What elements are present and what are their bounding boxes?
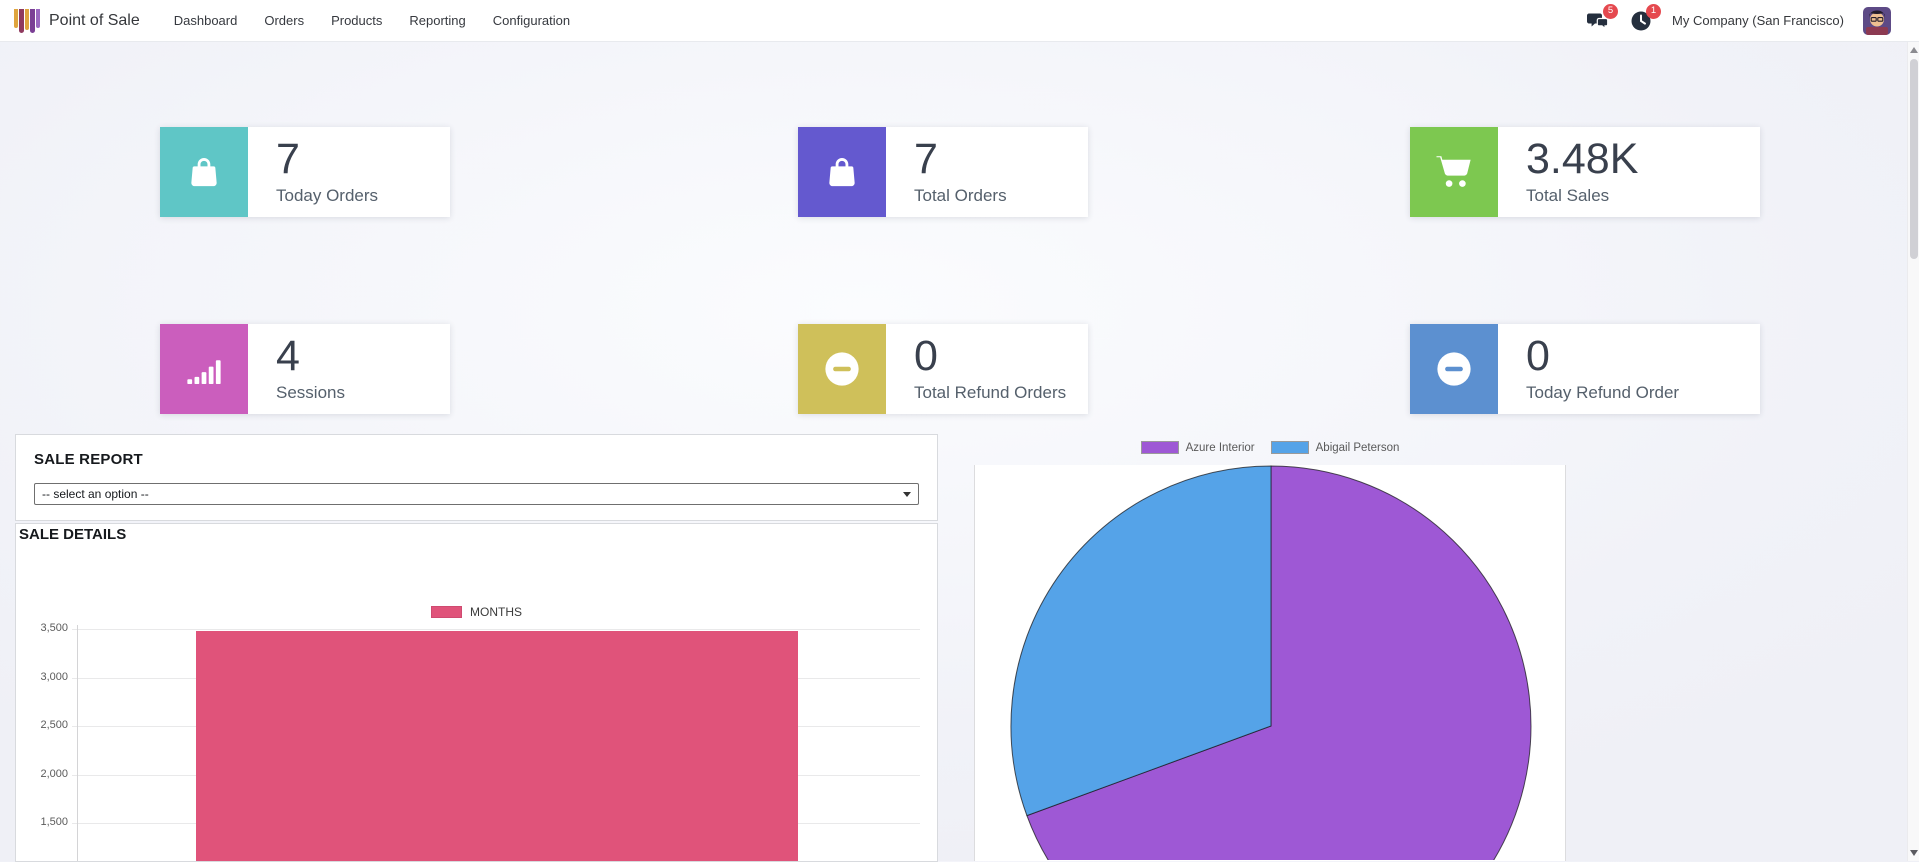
y-axis-tick-label: 1,500: [40, 816, 68, 828]
abigail-peterson-legend-label: Abigail Peterson: [1315, 441, 1400, 454]
minus-circle-icon: [798, 324, 886, 414]
shopping-cart-icon: [1410, 127, 1498, 217]
sale-report-title: SALE REPORT: [34, 451, 143, 468]
pos-app-logo-icon: [14, 7, 41, 34]
pie-chart-panel: [974, 465, 1566, 861]
app-name: Point of Sale: [49, 11, 140, 29]
today-orders-value: 7: [276, 135, 300, 183]
sales-bar[interactable]: [196, 630, 798, 861]
today-refund-order-label: Today Refund Order: [1526, 383, 1680, 402]
user-avatar[interactable]: [1863, 6, 1891, 35]
today-refund-order-value: 0: [1526, 332, 1550, 380]
activities-count-badge: 1: [1646, 3, 1662, 19]
sessions-value: 4: [276, 332, 300, 380]
scrollbar-down-arrow-icon[interactable]: [1910, 850, 1918, 856]
azure-interior-legend-label: Azure Interior: [1185, 441, 1255, 454]
y-axis-tick-label: 2,000: [40, 767, 68, 780]
scrollbar-thumb[interactable]: [1909, 59, 1918, 259]
top-navbar: Point of Sale Dashboard Orders Products …: [0, 0, 1919, 42]
total-refund-orders-label: Total Refund Orders: [914, 383, 1067, 402]
pie-slice[interactable]: [1010, 465, 1272, 817]
messages-count-badge: 5: [1603, 3, 1619, 19]
menu-item-reporting[interactable]: Reporting: [409, 13, 466, 28]
pie-slice[interactable]: [1026, 465, 1532, 861]
navbar-systray: 5 1 My Company (San Francisco): [1586, 3, 1905, 35]
stat-card-total-orders[interactable]: 7 Total Orders: [798, 127, 1088, 217]
select-selected-value: -- select an option --: [42, 487, 149, 501]
app-brand[interactable]: Point of Sale: [14, 7, 140, 34]
minus-circle-icon: [1410, 324, 1498, 414]
vertical-scrollbar[interactable]: [1907, 42, 1919, 861]
menu-item-products[interactable]: Products: [331, 13, 383, 28]
months-legend-swatch: [431, 606, 462, 618]
pie-chart[interactable]: [975, 465, 1565, 861]
scrollbar-up-arrow-icon[interactable]: [1910, 47, 1918, 53]
y-axis-tick-label: 3,500: [40, 622, 68, 634]
total-sales-label: Total Sales: [1526, 186, 1610, 205]
stat-card-total-refund-orders[interactable]: 0 Total Refund Orders: [798, 324, 1088, 414]
stat-card-today-orders[interactable]: 7 Today Orders: [160, 127, 450, 217]
company-switcher[interactable]: My Company (San Francisco): [1672, 13, 1844, 28]
user-avatar-image: [1863, 6, 1891, 35]
y-axis-line: [77, 625, 78, 861]
total-orders-value: 7: [914, 135, 938, 183]
main-menu: Dashboard Orders Products Reporting Conf…: [174, 13, 570, 28]
legend-item-abigail-peterson[interactable]: Abigail Peterson: [1270, 441, 1400, 454]
total-refund-orders-value: 0: [914, 332, 938, 380]
bar-chart[interactable]: 3,500 3,000 2,500 2,000 1,500: [16, 524, 937, 861]
gridline: [72, 629, 920, 630]
azure-interior-legend-swatch: [1140, 441, 1179, 454]
shopping-bag-icon: [798, 127, 886, 217]
stat-card-today-refund-order[interactable]: 0 Today Refund Order: [1410, 324, 1760, 414]
today-orders-label: Today Orders: [276, 186, 379, 205]
months-legend-label: MONTHS: [470, 605, 522, 619]
abigail-peterson-legend-swatch: [1270, 441, 1309, 454]
legend-item-azure-interior[interactable]: Azure Interior: [1140, 441, 1255, 454]
sale-details-title: SALE DETAILS: [19, 526, 127, 543]
select-dropdown-arrow-icon: [903, 491, 911, 497]
bar-chart-legend[interactable]: MONTHS: [16, 605, 937, 619]
sale-details-panel: SALE DETAILS MONTHS 3,500 3,000 2,500 2,000…: [15, 523, 938, 862]
clock-icon: [1631, 11, 1651, 30]
y-axis-tick-label: 2,500: [40, 719, 68, 731]
total-orders-label: Total Orders: [914, 186, 1007, 205]
activities-button[interactable]: 1: [1629, 3, 1662, 33]
pie-chart-legend: Azure Interior Abigail Peterson: [975, 441, 1565, 454]
stat-card-total-sales[interactable]: 3.48K Total Sales: [1410, 127, 1760, 217]
chat-bubbles-icon: [1587, 13, 1609, 30]
bar-chart-icon: [160, 324, 248, 414]
sale-report-panel: SALE REPORT -- select an option --: [15, 434, 938, 521]
stat-card-sessions[interactable]: 4 Sessions: [160, 324, 450, 414]
sessions-label: Sessions: [276, 383, 345, 402]
shopping-bag-icon: [160, 127, 248, 217]
messages-button[interactable]: 5: [1586, 3, 1619, 33]
sale-report-select[interactable]: -- select an option --: [34, 483, 919, 505]
menu-item-orders[interactable]: Orders: [264, 13, 305, 28]
menu-item-dashboard[interactable]: Dashboard: [173, 13, 238, 28]
y-axis-tick-label: 3,000: [40, 670, 68, 683]
total-sales-value: 3.48K: [1526, 135, 1639, 183]
menu-item-configuration[interactable]: Configuration: [492, 13, 571, 28]
